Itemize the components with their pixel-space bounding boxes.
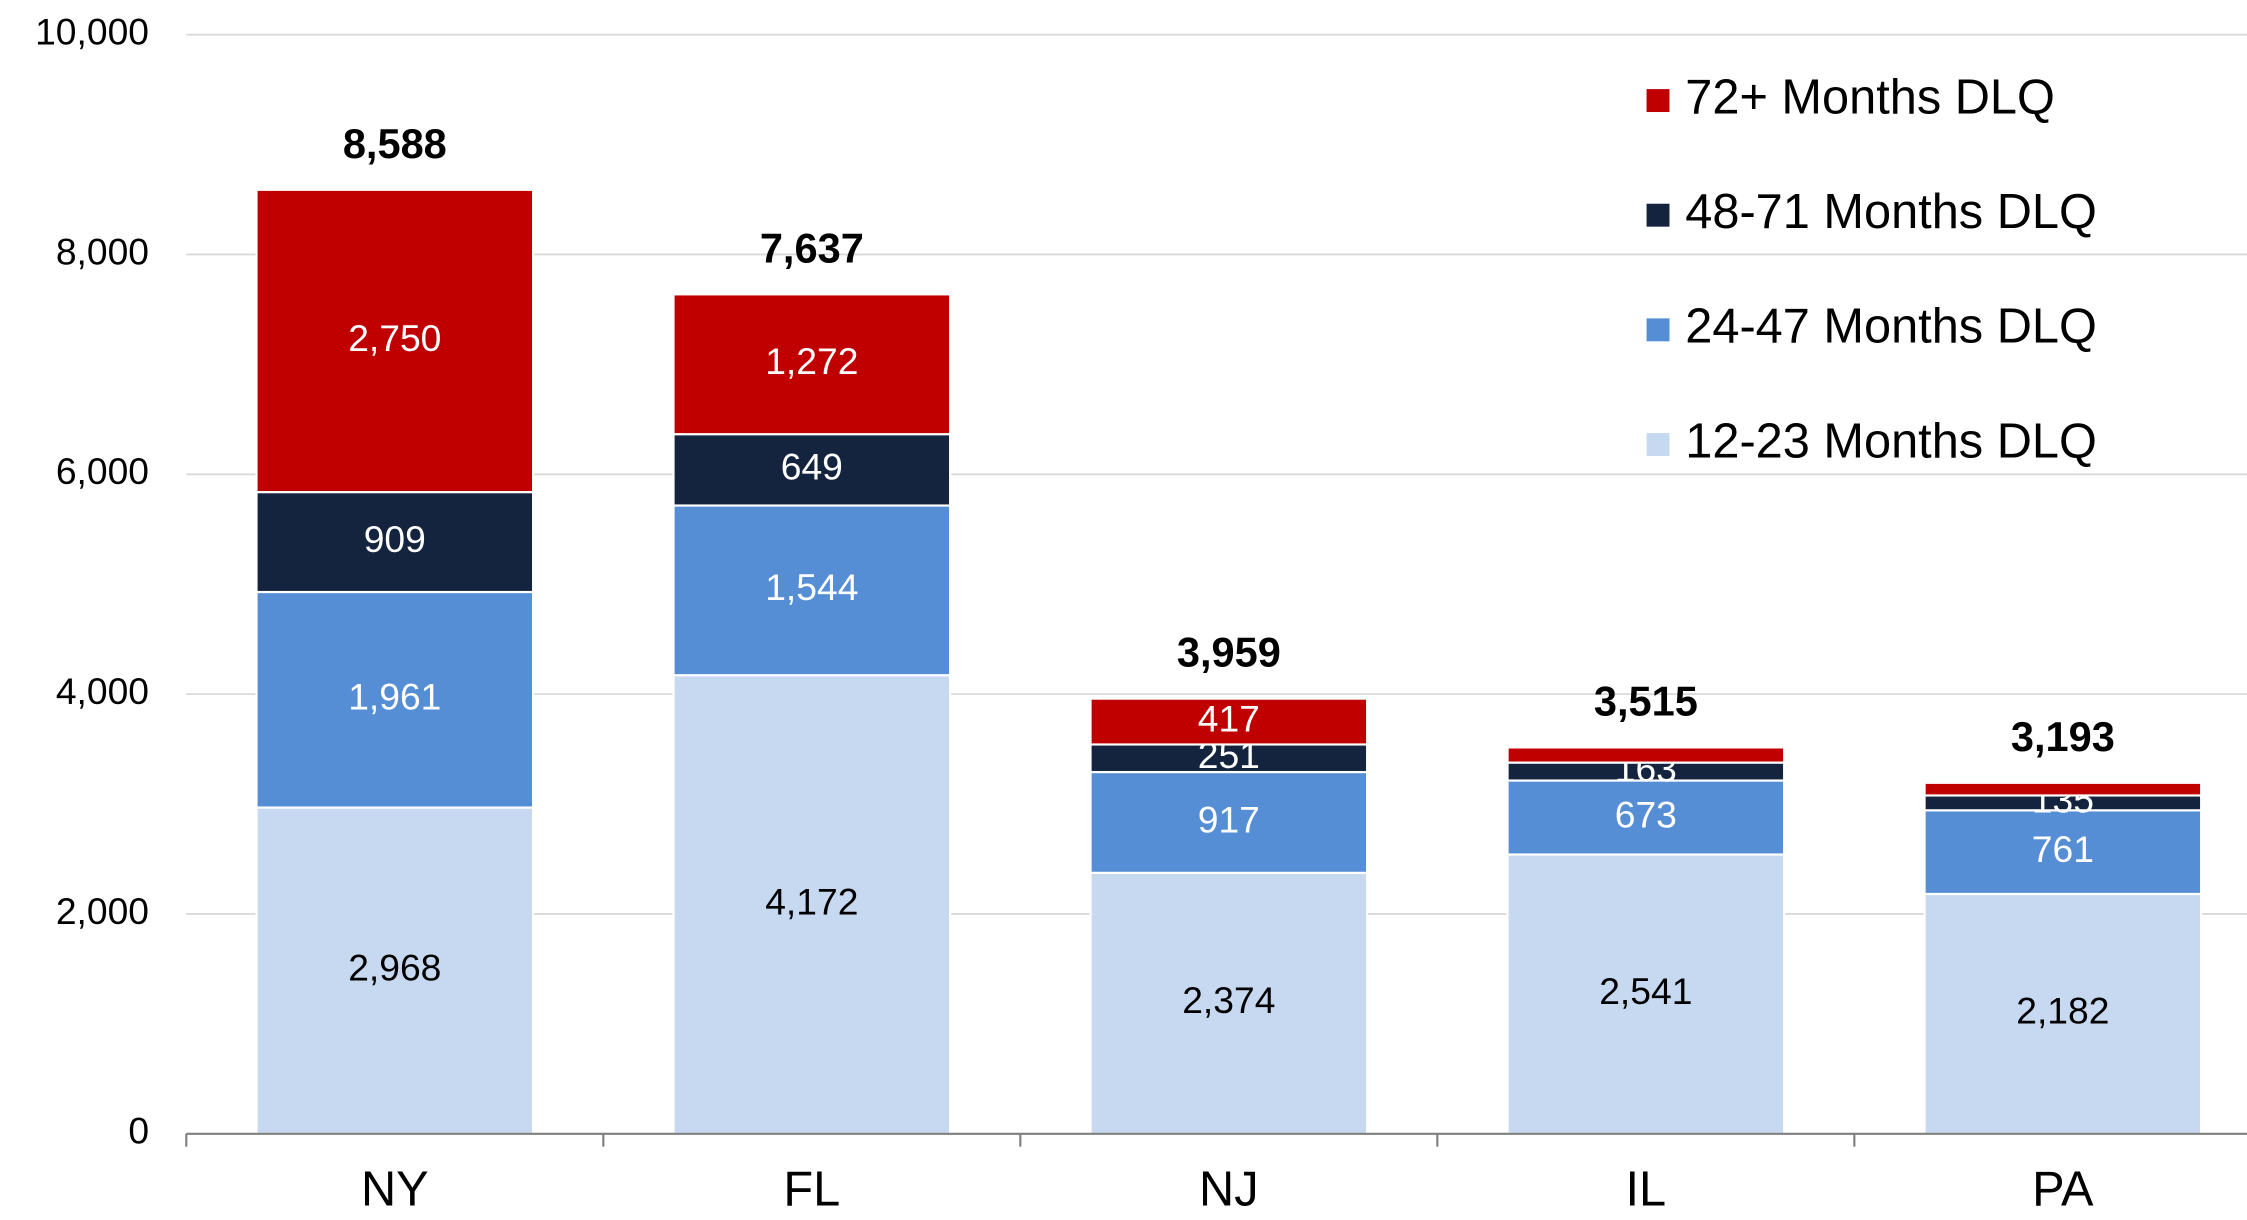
bar-segment (1089, 697, 1369, 746)
legend-swatch (1646, 433, 1670, 456)
data-label: 4,172 (765, 880, 858, 922)
data-label: 649 (781, 446, 843, 488)
data-label: 2,182 (2016, 990, 2109, 1032)
data-label: 909 (364, 518, 426, 560)
bar-segment (1923, 809, 2203, 896)
total-label: 8,588 (343, 120, 447, 167)
data-label: 2,374 (1182, 979, 1275, 1021)
legend-swatch (1646, 89, 1670, 113)
data-label: 1,961 (348, 676, 441, 718)
data-label: 2,750 (348, 317, 441, 359)
x-tick-label: PA (2032, 1162, 2094, 1216)
data-label: 1,544 (765, 566, 858, 608)
bar-segment (255, 590, 535, 809)
legend-swatch (1646, 318, 1670, 342)
bar-segment (672, 433, 952, 507)
total-label: 7,637 (760, 224, 864, 271)
y-tick-label: 8,000 (56, 230, 149, 272)
legend-label: 12-23 Months DLQ (1685, 414, 2097, 468)
y-tick-label: 4,000 (56, 670, 149, 712)
x-tick-label: IL (1626, 1162, 1667, 1216)
data-label: 2,541 (1599, 970, 1692, 1012)
data-label: 2,968 (348, 947, 441, 989)
total-label: 3,959 (1177, 629, 1281, 676)
bar-segment (672, 674, 952, 1135)
total-label: 3,515 (1594, 677, 1698, 724)
total-label: 3,193 (2011, 713, 2115, 760)
bar-segment (1089, 770, 1369, 874)
x-tick-label: NY (361, 1162, 429, 1216)
legend-label: 72+ Months DLQ (1685, 70, 2055, 124)
bar-segment (672, 293, 952, 436)
data-label: 1,272 (765, 340, 858, 382)
x-tick-label: NJ (1199, 1162, 1259, 1216)
bar-segment (1923, 892, 2203, 1135)
bar-segment (255, 188, 535, 494)
legend-swatch (1646, 203, 1670, 227)
x-tick-label: FL (783, 1162, 840, 1216)
y-tick-label: 0 (128, 1110, 149, 1152)
bar-segment (1506, 853, 1786, 1135)
bar-segment (1506, 746, 1786, 764)
y-tick-label: 2,000 (56, 890, 149, 932)
bar-segment (1089, 871, 1369, 1135)
bar-segment (255, 806, 535, 1135)
legend-label: 48-71 Months DLQ (1685, 185, 2097, 239)
data-label: 917 (1198, 798, 1260, 840)
data-label: 761 (2032, 828, 2094, 870)
data-label: 417 (1198, 697, 1260, 739)
legend-label: 24-47 Months DLQ (1685, 300, 2097, 354)
data-label: 673 (1615, 793, 1677, 835)
y-tick-label: 6,000 (56, 450, 149, 492)
y-tick-label: 10,000 (35, 10, 149, 52)
bar-segment (1923, 781, 2203, 797)
